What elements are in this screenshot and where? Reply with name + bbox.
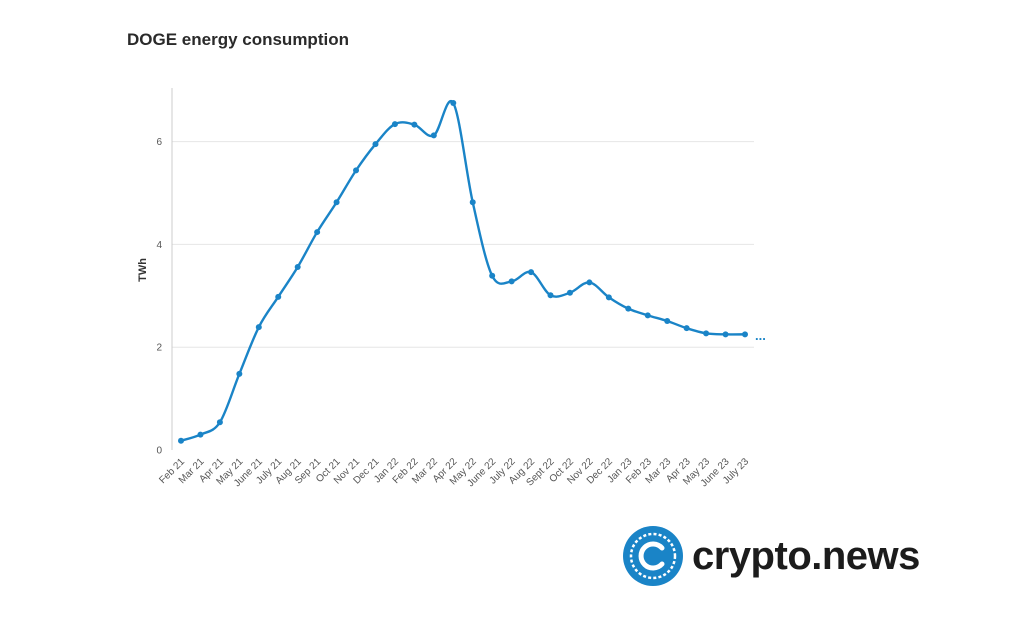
y-axis-title: TWh — [137, 258, 149, 282]
data-point[interactable] — [275, 293, 282, 300]
data-point[interactable] — [508, 278, 515, 285]
data-point[interactable] — [353, 167, 360, 174]
chart-title: DOGE energy consumption — [127, 30, 349, 49]
data-point[interactable] — [722, 331, 729, 338]
data-point[interactable] — [236, 370, 243, 377]
data-point[interactable] — [197, 431, 204, 438]
data-point[interactable] — [605, 294, 612, 301]
data-point[interactable] — [644, 312, 651, 319]
data-point[interactable] — [566, 289, 573, 296]
data-point[interactable] — [411, 121, 418, 128]
brand-logo: crypto.news — [622, 525, 920, 587]
data-point[interactable] — [391, 121, 398, 128]
data-point[interactable] — [430, 132, 437, 139]
y-tick-label: 4 — [156, 240, 162, 251]
data-point[interactable] — [450, 100, 457, 107]
data-point[interactable] — [683, 325, 690, 332]
data-point[interactable] — [372, 141, 379, 148]
data-point[interactable] — [314, 229, 321, 236]
data-point[interactable] — [255, 324, 262, 331]
grid-layer — [172, 141, 754, 348]
continuation-marker: ... — [755, 328, 766, 343]
y-tick-label: 2 — [156, 343, 162, 354]
data-point[interactable] — [489, 272, 496, 279]
y-tick-label: 0 — [156, 446, 162, 457]
data-point[interactable] — [742, 331, 748, 338]
data-point[interactable] — [547, 292, 554, 299]
brand-name: crypto.news — [692, 533, 920, 578]
series-layer — [178, 99, 748, 444]
data-point[interactable] — [586, 279, 593, 286]
y-tick-label: 6 — [156, 137, 162, 148]
data-point[interactable] — [333, 199, 340, 206]
data-point[interactable] — [469, 199, 476, 206]
data-point[interactable] — [625, 305, 632, 312]
data-point[interactable] — [703, 330, 710, 337]
data-point[interactable] — [528, 269, 535, 276]
crypto-news-logo-icon — [623, 526, 683, 586]
data-point[interactable] — [664, 317, 671, 324]
series-line — [180, 99, 746, 442]
data-point[interactable] — [178, 437, 184, 444]
data-point[interactable] — [216, 419, 223, 426]
data-point[interactable] — [294, 264, 301, 271]
